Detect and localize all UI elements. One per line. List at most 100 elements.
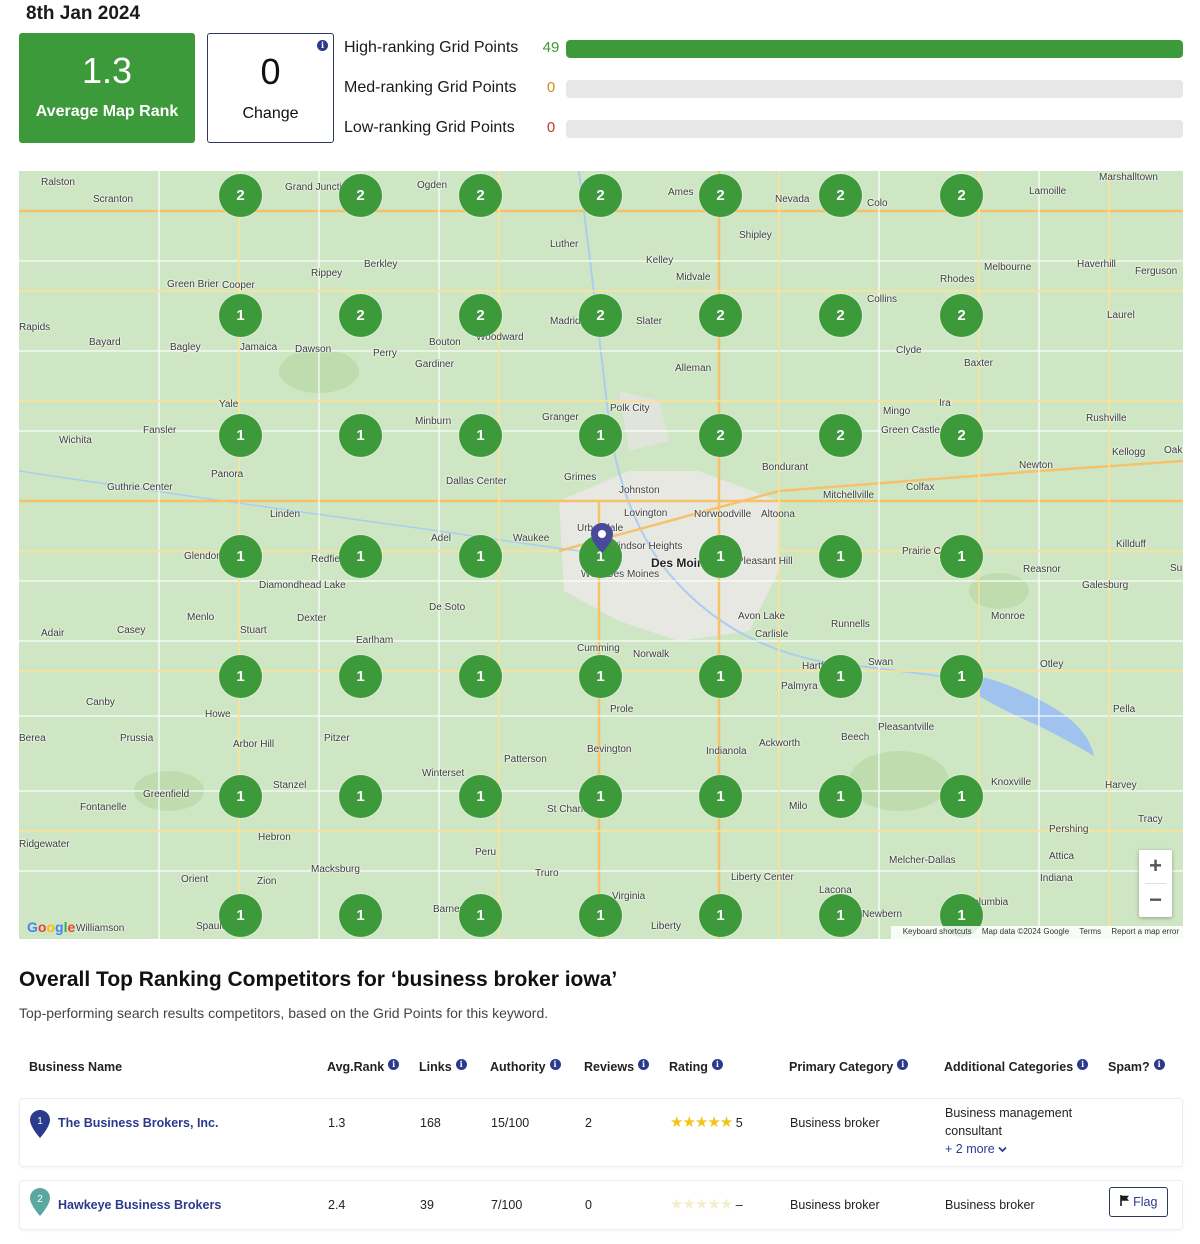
- grid-rank-marker[interactable]: 1: [940, 655, 983, 698]
- grid-rank-marker[interactable]: 1: [459, 535, 502, 578]
- more-categories-label: + 2 more: [945, 1142, 995, 1156]
- grid-rank-marker[interactable]: 1: [219, 894, 262, 937]
- change-value: 0: [260, 51, 281, 92]
- additional-category-value: consultant: [945, 1124, 1002, 1138]
- column-header-avg-rank[interactable]: Avg.Rank i: [327, 1059, 400, 1074]
- grid-rank-marker[interactable]: 1: [339, 414, 382, 457]
- grid-rank-marker[interactable]: 2: [819, 294, 862, 337]
- column-header-primary-category[interactable]: Primary Category i: [789, 1059, 909, 1074]
- column-header-additional-categories[interactable]: Additional Categories i: [944, 1059, 1089, 1074]
- grid-rank-marker[interactable]: 2: [579, 174, 622, 217]
- info-icon[interactable]: i: [1077, 1059, 1089, 1070]
- business-name-link[interactable]: Hawkeye Business Brokers: [58, 1198, 222, 1212]
- grid-rank-marker[interactable]: 1: [819, 894, 862, 937]
- terms-link[interactable]: Terms: [1079, 927, 1102, 936]
- keyboard-shortcuts-link[interactable]: Keyboard shortcuts: [902, 927, 972, 936]
- grid-rank-marker[interactable]: 1: [339, 775, 382, 818]
- grid-rank-marker[interactable]: 1: [339, 894, 382, 937]
- grid-rank-marker[interactable]: 1: [699, 894, 742, 937]
- grid-rank-marker[interactable]: 2: [940, 414, 983, 457]
- grid-rank-marker[interactable]: 1: [459, 414, 502, 457]
- info-icon[interactable]: i: [638, 1059, 650, 1070]
- column-header-label: Reviews: [584, 1060, 635, 1074]
- town-label: Cumming: [577, 643, 620, 654]
- town-label: Bayard: [89, 337, 121, 348]
- column-header-reviews[interactable]: Reviews i: [584, 1059, 650, 1074]
- grid-rank-marker[interactable]: 1: [699, 655, 742, 698]
- business-location-pin-icon[interactable]: [591, 523, 613, 553]
- grid-rank-marker[interactable]: 2: [579, 294, 622, 337]
- rating-stars-icon: ★★★★★: [670, 1196, 733, 1213]
- town-label: Orient: [181, 874, 209, 885]
- info-icon[interactable]: i: [897, 1059, 909, 1070]
- grid-rank-marker[interactable]: 1: [219, 414, 262, 457]
- grid-rank-marker[interactable]: 1: [699, 775, 742, 818]
- grid-rank-marker[interactable]: 2: [699, 414, 742, 457]
- town-label: Menlo: [187, 612, 215, 623]
- grid-rank-marker[interactable]: 2: [699, 174, 742, 217]
- grid-rank-marker[interactable]: 1: [339, 655, 382, 698]
- town-label: Lovington: [624, 508, 668, 519]
- grid-rank-marker[interactable]: 1: [459, 655, 502, 698]
- links-value: 168: [420, 1116, 441, 1130]
- grid-rank-marker[interactable]: 1: [459, 894, 502, 937]
- grid-rank-marker[interactable]: 1: [219, 294, 262, 337]
- table-row[interactable]: 2 Hawkeye Business Brokers 2.4 39 7/100 …: [19, 1180, 1183, 1230]
- grid-rank-marker[interactable]: 2: [940, 174, 983, 217]
- town-label: Runnells: [831, 619, 870, 630]
- grid-rank-marker[interactable]: 1: [219, 775, 262, 818]
- info-icon[interactable]: i: [455, 1059, 467, 1070]
- grid-rank-marker[interactable]: 1: [819, 655, 862, 698]
- info-icon[interactable]: i: [388, 1059, 400, 1070]
- flag-button[interactable]: Flag: [1109, 1187, 1168, 1217]
- column-header-label: Primary Category: [789, 1060, 894, 1074]
- grid-rank-marker[interactable]: 1: [219, 655, 262, 698]
- info-icon[interactable]: i: [317, 40, 328, 51]
- grid-rank-marker[interactable]: 2: [459, 174, 502, 217]
- grid-rank-marker[interactable]: 2: [819, 174, 862, 217]
- grid-rank-marker[interactable]: 2: [940, 294, 983, 337]
- column-header-spam[interactable]: Spam? i: [1108, 1059, 1165, 1074]
- table-row[interactable]: 1 The Business Brokers, Inc. 1.3 168 15/…: [19, 1098, 1183, 1167]
- grid-rank-marker[interactable]: 1: [699, 535, 742, 578]
- rating-value: –: [735, 1198, 743, 1212]
- town-label: Scranton: [93, 194, 134, 205]
- grid-rank-marker[interactable]: 1: [579, 414, 622, 457]
- grid-rank-marker[interactable]: 1: [339, 535, 382, 578]
- info-icon[interactable]: i: [1153, 1059, 1165, 1070]
- info-icon[interactable]: i: [711, 1059, 723, 1070]
- grid-rank-marker[interactable]: 2: [219, 174, 262, 217]
- business-name-link[interactable]: The Business Brokers, Inc.: [58, 1116, 219, 1130]
- column-header-links[interactable]: Links i: [419, 1059, 467, 1074]
- grid-rank-marker[interactable]: 1: [459, 775, 502, 818]
- town-label: West Des Moines: [581, 569, 660, 580]
- grid-rank-marker[interactable]: 2: [339, 174, 382, 217]
- zoom-in-button[interactable]: +: [1149, 853, 1162, 878]
- authority-value: 7/100: [491, 1198, 523, 1212]
- column-header-authority[interactable]: Authority i: [490, 1059, 561, 1074]
- grid-rank-marker[interactable]: 2: [819, 414, 862, 457]
- town-label: Stanzel: [273, 780, 307, 791]
- town-label: Williamson: [76, 923, 125, 934]
- grid-rank-marker[interactable]: 1: [940, 535, 983, 578]
- grid-rank-marker[interactable]: 1: [819, 775, 862, 818]
- grid-rank-marker[interactable]: 2: [459, 294, 502, 337]
- grid-rank-marker[interactable]: 1: [579, 894, 622, 937]
- report-map-error-link[interactable]: Report a map error: [1111, 927, 1179, 936]
- more-categories-toggle[interactable]: + 2 more: [945, 1142, 1007, 1156]
- info-icon[interactable]: i: [549, 1059, 561, 1070]
- zoom-out-button[interactable]: −: [1149, 887, 1162, 912]
- grid-rank-marker[interactable]: 1: [579, 775, 622, 818]
- grid-rank-marker[interactable]: 1: [219, 535, 262, 578]
- town-label: Rhodes: [940, 274, 975, 285]
- column-header-business-name[interactable]: Business Name: [29, 1060, 123, 1074]
- grid-rank-marker[interactable]: 1: [819, 535, 862, 578]
- grid-rank-marker[interactable]: 1: [940, 775, 983, 818]
- grid-rank-marker[interactable]: 2: [339, 294, 382, 337]
- grid-rank-marker[interactable]: 1: [579, 655, 622, 698]
- rank-grid-map[interactable]: Ralston Scranton Grand Junction Ogden Ames Ne…: [19, 171, 1183, 939]
- town-label: Nevada: [775, 194, 810, 205]
- column-header-rating[interactable]: Rating i: [669, 1059, 723, 1074]
- town-label: Kellogg: [1112, 447, 1146, 458]
- grid-rank-marker[interactable]: 2: [699, 294, 742, 337]
